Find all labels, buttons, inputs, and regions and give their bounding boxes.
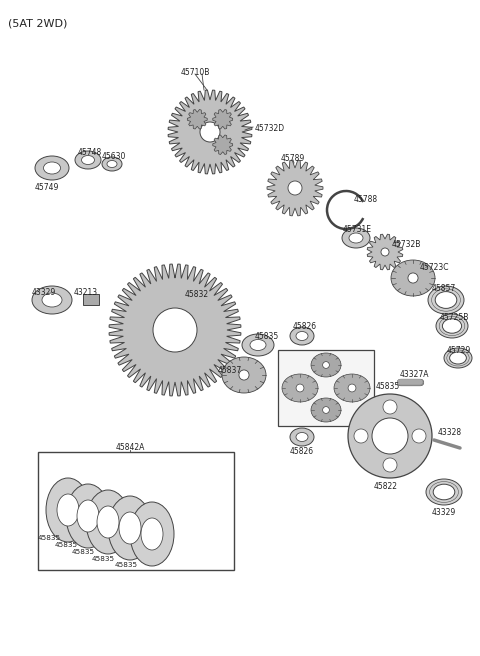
Text: 45835: 45835	[92, 556, 115, 562]
Circle shape	[348, 384, 356, 392]
Polygon shape	[367, 234, 403, 270]
Circle shape	[372, 418, 408, 454]
Polygon shape	[213, 110, 233, 129]
Circle shape	[296, 384, 304, 392]
Polygon shape	[109, 264, 241, 396]
Text: 45835: 45835	[38, 535, 61, 541]
Text: 45731E: 45731E	[343, 225, 372, 234]
Ellipse shape	[282, 374, 318, 402]
Ellipse shape	[349, 233, 363, 243]
Ellipse shape	[450, 352, 467, 364]
Ellipse shape	[334, 374, 370, 402]
Ellipse shape	[42, 293, 62, 307]
Ellipse shape	[296, 432, 308, 441]
Text: 45826: 45826	[293, 322, 317, 331]
Ellipse shape	[102, 157, 122, 171]
Ellipse shape	[141, 518, 163, 550]
Ellipse shape	[82, 155, 95, 165]
Polygon shape	[267, 160, 323, 216]
Ellipse shape	[391, 260, 435, 296]
Ellipse shape	[290, 327, 314, 345]
Text: 45710B: 45710B	[180, 68, 210, 77]
Ellipse shape	[119, 512, 141, 544]
Ellipse shape	[426, 479, 462, 505]
Text: 45749: 45749	[35, 183, 60, 192]
Text: 45857: 45857	[432, 284, 456, 293]
Circle shape	[412, 429, 426, 443]
Ellipse shape	[435, 292, 457, 308]
Circle shape	[288, 181, 302, 195]
Text: 45835: 45835	[115, 562, 138, 568]
Ellipse shape	[57, 494, 79, 526]
Ellipse shape	[97, 506, 119, 538]
Text: 45723C: 45723C	[420, 263, 449, 272]
Ellipse shape	[32, 286, 72, 314]
Circle shape	[348, 394, 432, 478]
Bar	[38, 452, 234, 570]
Circle shape	[354, 429, 368, 443]
Text: 43329: 43329	[432, 508, 456, 517]
Ellipse shape	[311, 353, 341, 377]
Ellipse shape	[222, 357, 266, 393]
Text: 45835: 45835	[255, 332, 279, 341]
Text: 45630: 45630	[102, 152, 126, 161]
Text: 45788: 45788	[354, 195, 378, 204]
Ellipse shape	[311, 398, 341, 422]
Ellipse shape	[35, 156, 69, 180]
Circle shape	[200, 122, 220, 142]
Ellipse shape	[428, 286, 464, 314]
Text: 45725B: 45725B	[440, 313, 469, 322]
Circle shape	[408, 273, 418, 283]
Text: (5AT 2WD): (5AT 2WD)	[8, 18, 67, 28]
Ellipse shape	[296, 331, 308, 340]
Text: 45822: 45822	[374, 482, 398, 491]
Text: 43328: 43328	[438, 428, 462, 437]
Text: 45732B: 45732B	[392, 240, 421, 249]
Circle shape	[383, 400, 397, 414]
Circle shape	[153, 308, 197, 352]
Ellipse shape	[443, 319, 462, 333]
Ellipse shape	[444, 348, 472, 368]
Ellipse shape	[107, 161, 117, 167]
Ellipse shape	[77, 500, 99, 532]
Ellipse shape	[66, 484, 110, 548]
Ellipse shape	[250, 340, 266, 350]
Ellipse shape	[86, 490, 130, 554]
Ellipse shape	[130, 502, 174, 566]
Text: 45729: 45729	[447, 346, 471, 355]
Circle shape	[239, 370, 249, 380]
Circle shape	[383, 458, 397, 472]
Circle shape	[323, 407, 329, 413]
Text: 45835: 45835	[72, 549, 95, 555]
Text: 45842A: 45842A	[115, 443, 144, 452]
Ellipse shape	[44, 162, 60, 174]
Text: 43327A: 43327A	[400, 370, 430, 379]
Circle shape	[323, 361, 329, 369]
Text: 45748: 45748	[78, 148, 102, 157]
Text: 45837: 45837	[218, 366, 242, 375]
Bar	[278, 350, 374, 426]
Text: 45732D: 45732D	[255, 124, 285, 133]
Polygon shape	[168, 90, 252, 174]
Text: 45826: 45826	[290, 447, 314, 456]
Text: 45835: 45835	[55, 542, 78, 548]
Ellipse shape	[75, 151, 101, 169]
Text: 43213: 43213	[74, 288, 98, 297]
Circle shape	[381, 248, 389, 256]
Ellipse shape	[290, 428, 314, 446]
Text: 45789: 45789	[281, 154, 305, 163]
Ellipse shape	[433, 484, 455, 500]
Text: 45832: 45832	[185, 290, 209, 299]
Ellipse shape	[108, 496, 152, 560]
Ellipse shape	[342, 228, 370, 248]
Ellipse shape	[436, 314, 468, 338]
Ellipse shape	[242, 334, 274, 356]
Bar	[83, 294, 99, 305]
Polygon shape	[187, 110, 207, 129]
Ellipse shape	[46, 478, 90, 542]
Text: 45835: 45835	[376, 382, 400, 391]
Text: 43329: 43329	[32, 288, 56, 297]
Polygon shape	[213, 135, 233, 154]
